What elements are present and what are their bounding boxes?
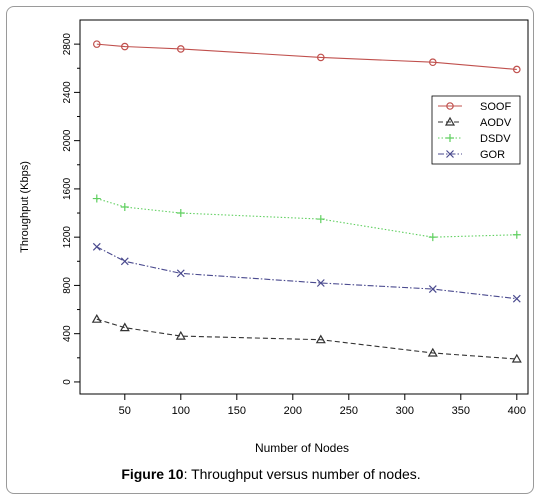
x-tick-label: 150 (228, 405, 246, 417)
data-point (175, 330, 186, 340)
data-point (512, 65, 521, 74)
throughput-chart: 0 400 800 1200 1600 2000 2400 2800 50 100 150 200 2… (19, 19, 529, 455)
caption-label: Figure 10 (121, 466, 184, 482)
series-line (96, 43, 517, 71)
series-line (96, 198, 517, 238)
series-layer (91, 40, 522, 363)
legend-item: SOOF (438, 101, 511, 113)
data-point (120, 257, 129, 266)
series-line (96, 246, 517, 300)
legend-item: AODV (438, 116, 512, 129)
data-point (316, 279, 325, 287)
data-point (316, 215, 325, 224)
legend-item: GOR (438, 149, 505, 161)
legend-label: SOOF (480, 101, 511, 113)
x-tick-label: 100 (172, 405, 190, 417)
series-gor (92, 242, 521, 303)
data-point (93, 40, 101, 48)
data-point (176, 209, 185, 218)
legend-marker (446, 150, 454, 158)
caption-text: : Throughput versus number of nodes. (183, 466, 421, 482)
series-dsdv (92, 194, 521, 242)
data-point (428, 233, 437, 242)
series-aodv (91, 313, 522, 363)
data-point (120, 203, 129, 211)
data-point (428, 58, 437, 67)
legend-label: GOR (480, 149, 505, 161)
y-tick-label: 2400 (62, 81, 73, 104)
y-tick-label: 2000 (62, 129, 73, 152)
data-point (91, 313, 102, 323)
data-point (315, 334, 326, 344)
data-point (177, 45, 185, 53)
data-point (512, 230, 521, 239)
x-tick-label: 350 (452, 405, 470, 417)
y-tick-label: 0 (62, 379, 73, 385)
y-tick-label: 400 (62, 325, 73, 342)
legend-marker (446, 134, 454, 142)
x-axis: 50 100 150 200 250 300 350 400 (119, 394, 526, 417)
plot-area-border (79, 19, 529, 395)
figure-caption: Figure 10: Throughput versus number of n… (0, 466, 542, 482)
x-tick-label: 400 (508, 405, 526, 417)
series-line (96, 318, 517, 360)
legend-marker (444, 116, 456, 126)
x-tick-label: 300 (396, 405, 414, 417)
legend-label: DSDV (480, 133, 511, 145)
data-point (92, 194, 101, 203)
x-tick-label: 50 (119, 405, 131, 417)
x-tick-label: 250 (340, 405, 358, 417)
data-point (512, 294, 521, 303)
legend-label: AODV (480, 117, 512, 129)
y-tick-label: 1600 (62, 177, 73, 200)
data-point (428, 285, 437, 293)
data-point (176, 269, 185, 278)
y-axis-label: Throughput (Kbps) (19, 161, 31, 253)
y-tick-label: 2800 (62, 33, 73, 56)
legend-item: DSDV (438, 133, 511, 145)
series-soof (93, 40, 521, 74)
data-point (121, 42, 129, 51)
data-point (119, 322, 130, 332)
legend: SOOF AODV DSDV GOR (431, 95, 521, 165)
x-axis-label: Number of Nodes (255, 441, 349, 455)
y-axis: 0 400 800 1200 1600 2000 2400 2800 (62, 33, 80, 385)
data-point (427, 347, 438, 357)
data-point (92, 242, 101, 251)
y-tick-label: 800 (62, 277, 73, 294)
x-tick-label: 200 (284, 405, 302, 417)
legend-marker (446, 102, 454, 110)
y-tick-label: 1200 (62, 226, 73, 249)
data-point (316, 53, 325, 62)
data-point (511, 353, 522, 363)
